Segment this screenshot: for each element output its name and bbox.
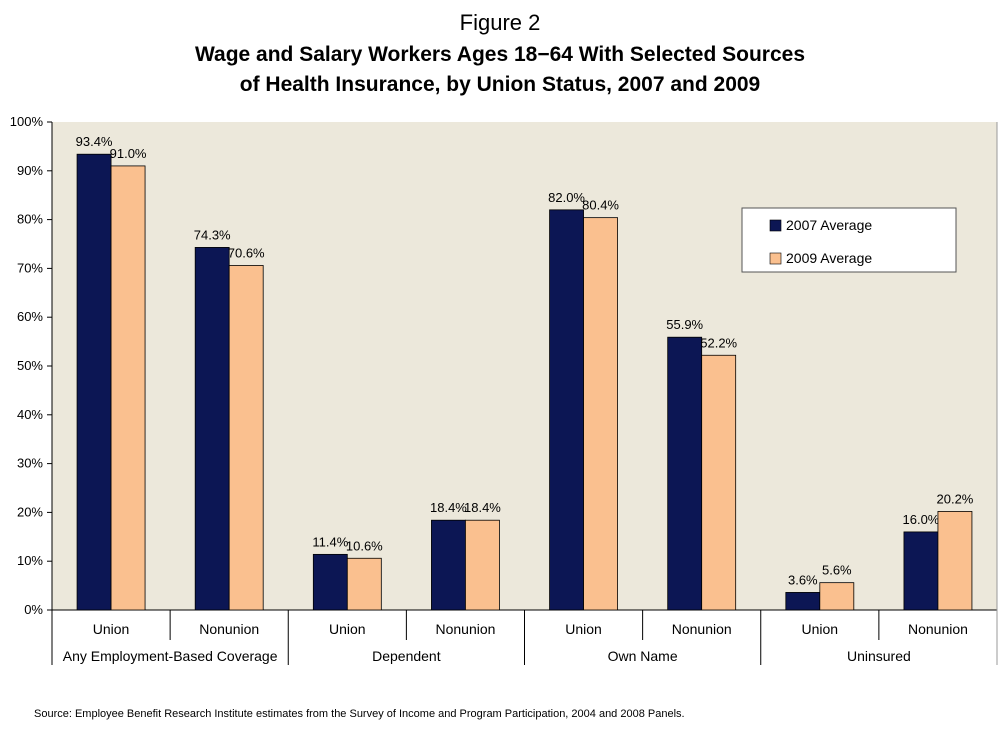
x-category-label: Union	[329, 621, 366, 637]
data-label-2009: 80.4%	[582, 198, 619, 213]
data-label-2007: 18.4%	[430, 500, 467, 515]
x-category-label: Nonunion	[435, 621, 495, 637]
bar-2009	[228, 265, 264, 611]
legend-swatch-2007	[769, 219, 782, 232]
bar-2009	[346, 557, 382, 611]
legend-swatch-2009	[769, 252, 782, 265]
y-tick-label: 60%	[17, 309, 43, 324]
data-label-2007: 82.0%	[548, 190, 585, 205]
y-tick-label: 70%	[17, 260, 43, 275]
data-label-2007: 3.6%	[788, 572, 818, 587]
data-label-2009: 10.6%	[346, 538, 383, 553]
x-category-label: Union	[802, 621, 839, 637]
data-label-2009: 52.2%	[700, 335, 737, 350]
y-tick-label: 30%	[17, 456, 43, 471]
x-group-label: Uninsured	[847, 648, 911, 664]
bar-2009	[583, 217, 618, 611]
chart-title-line-1: Wage and Salary Workers Ages 18−64 With …	[194, 43, 806, 66]
bar-2009	[465, 519, 500, 611]
figure-label: Figure 2	[459, 10, 541, 35]
data-label-2009: 70.6%	[228, 245, 265, 260]
plot-area	[52, 122, 997, 610]
x-category-label: Nonunion	[672, 621, 732, 637]
bar-2007	[785, 592, 821, 611]
x-group-label: Dependent	[372, 648, 441, 664]
y-tick-label: 80%	[17, 212, 43, 227]
x-category-label: Union	[93, 621, 130, 637]
y-tick-label: 90%	[17, 163, 43, 178]
bar-2007	[76, 153, 112, 611]
y-tick-label: 10%	[17, 553, 43, 568]
x-group-label: Any Employment-Based Coverage	[63, 648, 278, 664]
data-label-2007: 93.4%	[76, 134, 113, 149]
y-tick-label: 20%	[17, 504, 43, 519]
data-label-2007: 16.0%	[903, 512, 940, 527]
bar-2007	[194, 247, 230, 611]
chart-title: Wage and Salary Workers Ages 18−64 With …	[0, 40, 1000, 100]
data-label-2009: 20.2%	[937, 491, 974, 506]
bar-2007	[312, 553, 348, 611]
data-label-2009: 91.0%	[110, 146, 147, 161]
x-category-label: Union	[565, 621, 602, 637]
x-group-label: Own Name	[608, 648, 678, 664]
data-label-2007: 55.9%	[666, 317, 703, 332]
y-tick-label: 40%	[17, 407, 43, 422]
bar-2007	[549, 209, 584, 611]
y-tick-label: 50%	[17, 358, 43, 373]
bar-2007	[667, 336, 703, 611]
bar-2009	[819, 582, 855, 611]
legend-label-2007: 2007 Average	[786, 217, 872, 233]
bar-2007	[431, 519, 466, 611]
y-tick-label: 100%	[10, 114, 44, 129]
bar-2009	[701, 354, 737, 611]
bar-2007	[903, 531, 939, 611]
data-label-2009: 18.4%	[464, 500, 501, 515]
legend-label-2009: 2009 Average	[786, 250, 872, 266]
x-category-label: Nonunion	[199, 621, 259, 637]
y-tick-label: 0%	[24, 602, 43, 617]
data-label-2009: 5.6%	[822, 563, 852, 578]
x-category-label: Nonunion	[908, 621, 968, 637]
chart-title-line-2: of Health Insurance, by Union Status, 20…	[239, 73, 761, 96]
data-label-2007: 11.4%	[312, 534, 348, 549]
bar-2009	[110, 165, 146, 611]
data-label-2007: 74.3%	[194, 227, 231, 242]
bar-2009	[937, 511, 973, 611]
source-note: Source: Employee Benefit Research Instit…	[34, 708, 685, 720]
